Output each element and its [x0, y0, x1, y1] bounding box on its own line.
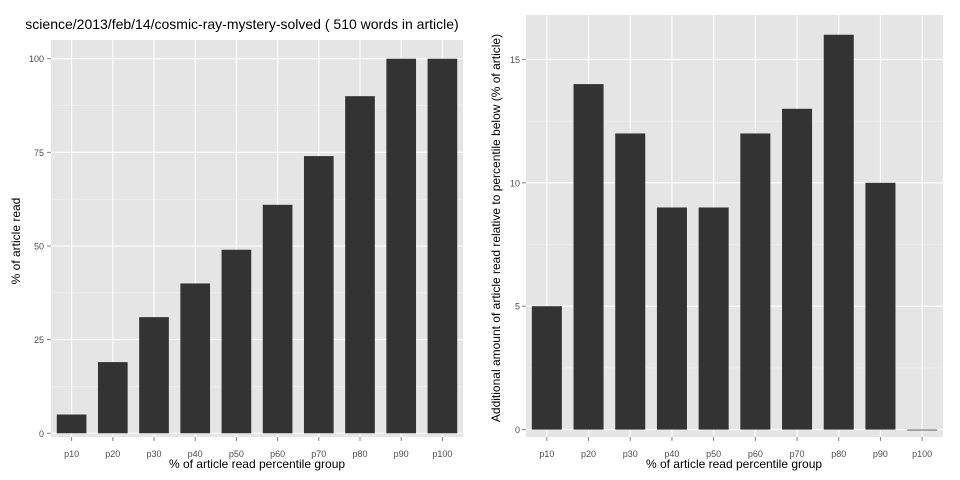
left-chart-plot-area: 0 25 50 75 100 p10 p20 p30 p40 p50 p60 p70 p80 p90 p10… [29, 40, 463, 459]
right-chart-bar-p60 [740, 133, 771, 430]
left-chart-x-tick-label: p60 [270, 449, 285, 459]
left-chart-y-tick-label: 0 [39, 429, 44, 439]
right-chart-x-tick-label: p20 [581, 449, 596, 459]
right-chart-y-tick-label: 5 [515, 302, 520, 312]
right-chart-x-axis-label: % of article read percentile group [646, 457, 822, 471]
left-chart-x-tick-label: p40 [188, 449, 203, 459]
left-chart-x-tick-label: p10 [64, 449, 79, 459]
left-chart-bar-p100 [427, 58, 458, 434]
right-chart-plot-area: 0 5 10 15 p10 p20 p30 p40 p50 p60 p70 p80 p90 p100 [510, 15, 943, 459]
right-chart: 0 5 10 15 p10 p20 p30 p40 p50 p60 p70 p80 p90 p100 % … [489, 15, 943, 471]
right-chart-bar-p40 [656, 207, 687, 430]
right-chart-x-tick-label: p10 [539, 449, 554, 459]
left-chart-y-tick-label: 50 [34, 241, 44, 251]
left-chart-y-tick-label: 75 [34, 148, 44, 158]
right-chart-y-axis-label: Additional amount of article read relati… [489, 34, 503, 422]
left-chart-x-tick-label: p50 [229, 449, 244, 459]
left-chart-y-tick-label: 25 [34, 335, 44, 345]
right-chart-bar-p30 [615, 133, 646, 430]
right-chart-x-tick-label: p60 [748, 449, 763, 459]
left-chart-x-tick-label: p70 [311, 449, 326, 459]
left-chart-bar-p10 [56, 414, 87, 434]
right-chart-bar-p20 [573, 84, 604, 430]
left-chart-bar-p70 [303, 156, 334, 434]
right-chart-bar-p50 [698, 207, 729, 430]
left-chart-x-tick-label: p30 [146, 449, 161, 459]
right-chart-bar-p100 [907, 429, 938, 431]
left-chart-y-tick-label: 100 [29, 54, 44, 64]
left-chart: 0 25 50 75 100 p10 p20 p30 p40 p50 p60 p70 p80 p90 p10… [9, 16, 463, 471]
right-chart-x-tick-label: p70 [790, 449, 805, 459]
right-chart-x-tick-label: p40 [664, 449, 679, 459]
right-chart-bar-p80 [823, 34, 854, 430]
right-chart-bar-p70 [782, 108, 813, 430]
right-chart-x-tick-label: p50 [706, 449, 721, 459]
right-chart-bar-p90 [865, 182, 896, 430]
left-chart-bar-p90 [386, 58, 417, 434]
right-chart-bar-p10 [531, 306, 562, 430]
left-chart-title: science/2013/feb/14/cosmic-ray-mystery-s… [25, 16, 458, 32]
right-chart-x-tick-label: p90 [873, 449, 888, 459]
left-chart-bar-p30 [139, 317, 169, 434]
left-chart-bar-p40 [180, 283, 211, 434]
left-chart-bar-p50 [221, 249, 252, 434]
left-chart-x-tick-label: p20 [105, 449, 120, 459]
right-chart-y-tick-label: 0 [515, 425, 520, 435]
left-chart-x-tick-label: p100 [432, 449, 452, 459]
left-chart-bar-p60 [262, 204, 293, 434]
right-chart-x-tick-label: p100 [912, 449, 932, 459]
left-chart-x-axis-label: % of article read percentile group [169, 457, 345, 471]
left-chart-x-tick-label: p80 [352, 449, 367, 459]
right-chart-y-tick-label: 15 [510, 55, 520, 65]
right-chart-x-tick-label: p30 [623, 449, 638, 459]
left-chart-y-axis-label: % of article read [9, 198, 23, 285]
right-chart-x-tick-label: p80 [831, 449, 846, 459]
right-chart-y-tick-label: 10 [510, 178, 520, 188]
left-chart-bar-p80 [345, 96, 375, 434]
left-chart-bar-p20 [97, 362, 128, 434]
left-chart-x-tick-label: p90 [394, 449, 409, 459]
